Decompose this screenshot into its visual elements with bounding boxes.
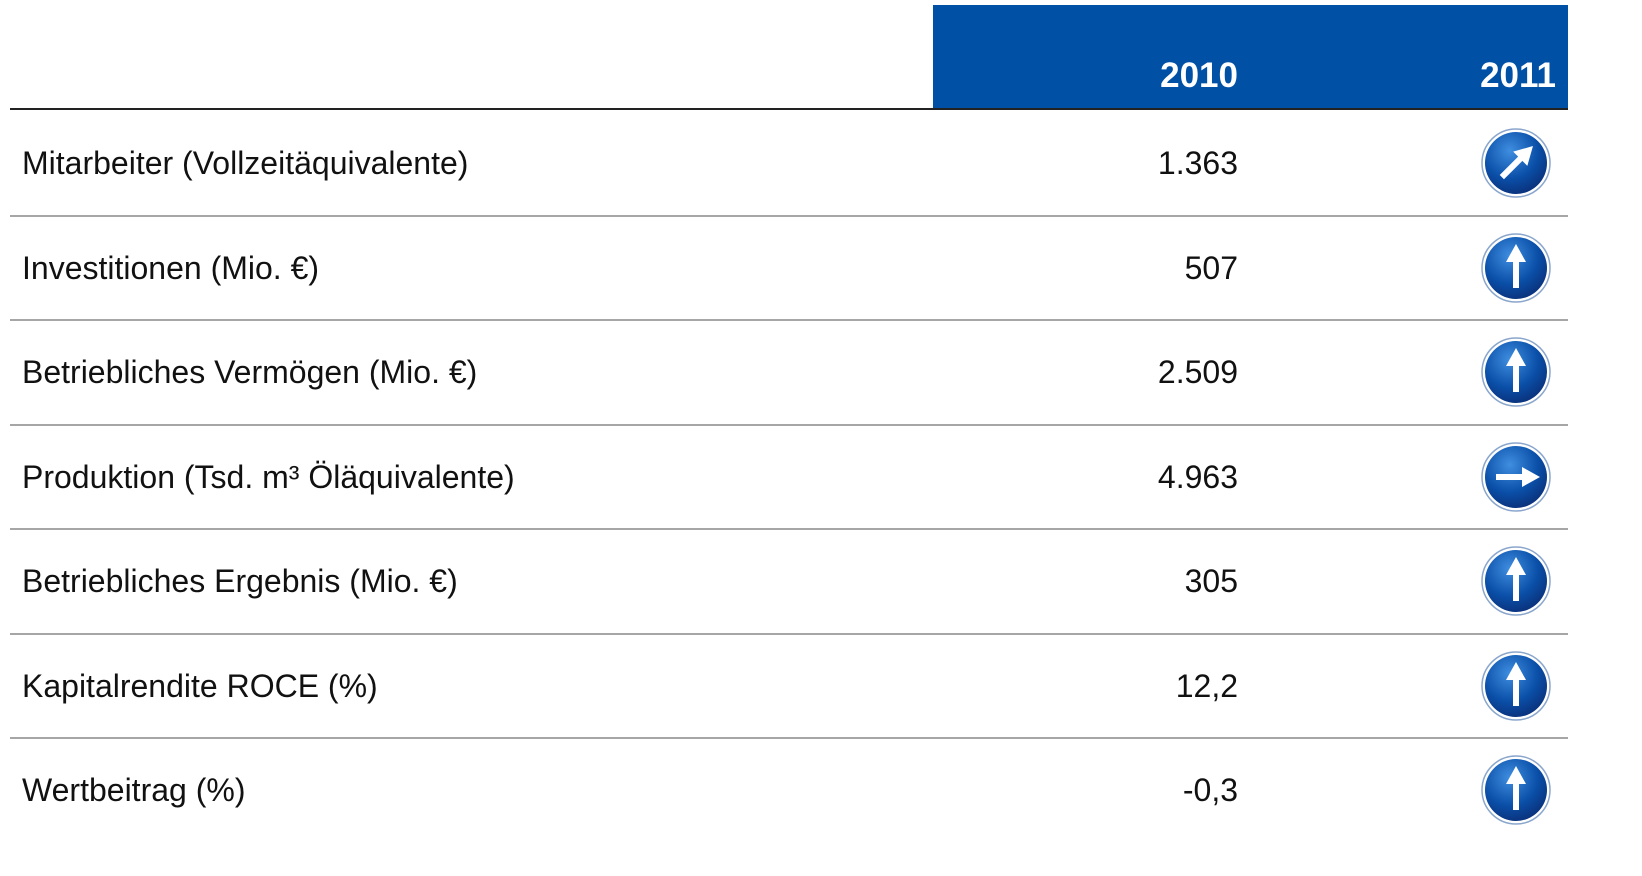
row-label: Mitarbeiter (Vollzeitäquivalente) (22, 145, 469, 181)
table-row: Investitionen (Mio. €) 507 (0, 216, 1642, 320)
row-label: Investitionen (Mio. €) (22, 249, 320, 286)
trend-icon (1481, 650, 1551, 721)
row-label: Betriebliches Vermögen (Mio. €) (22, 354, 478, 390)
row-separator (10, 528, 1568, 530)
header-band (933, 5, 1568, 108)
trend-icon (1481, 128, 1551, 198)
row-separator (10, 423, 1568, 426)
trend-icon (1481, 337, 1551, 407)
table-row: Betriebliches Ergebnis (Mio. €) 305 (0, 529, 1642, 633)
table-row: Produktion (Tsd. m³ Öläquivalente) 4.963 (0, 425, 1642, 529)
table-row: Betriebliches Vermögen (Mio. €) 2.509 (0, 320, 1642, 424)
row-label: Produktion (Tsd. m³ Öläquivalente) (22, 458, 515, 495)
table-row: Wertbeitrag (%) -0,3 (0, 738, 1642, 842)
value-2010: 4.963 (1157, 458, 1238, 495)
table-row: Kapitalrendite ROCE (%) 12,2 (0, 634, 1642, 738)
row-separator (10, 214, 1568, 217)
row-label: Wertbeitrag (%) (22, 772, 246, 808)
trend-icon (1481, 232, 1551, 303)
value-2010: -0,3 (1182, 772, 1238, 808)
value-2010: 12,2 (1175, 667, 1238, 704)
table-row: Mitarbeiter (Vollzeitäquivalente) 1.363 (0, 111, 1642, 215)
trend-icon (1481, 755, 1551, 825)
row-label: Betriebliches Ergebnis (Mio. €) (22, 563, 458, 599)
value-2010: 2.509 (1157, 354, 1238, 390)
column-header: 2011 (1480, 56, 1556, 95)
header-rule (10, 108, 1568, 110)
row-separator (10, 737, 1568, 739)
column-header: 2010 (1160, 56, 1238, 95)
row-label: Kapitalrendite ROCE (%) (22, 667, 378, 704)
row-separator (10, 319, 1568, 321)
value-2010: 507 (1184, 249, 1238, 286)
trend-icon (1481, 441, 1551, 512)
value-2010: 305 (1184, 563, 1238, 599)
trend-icon (1481, 546, 1551, 616)
row-separator (10, 632, 1568, 635)
value-2010: 1.363 (1157, 145, 1238, 181)
